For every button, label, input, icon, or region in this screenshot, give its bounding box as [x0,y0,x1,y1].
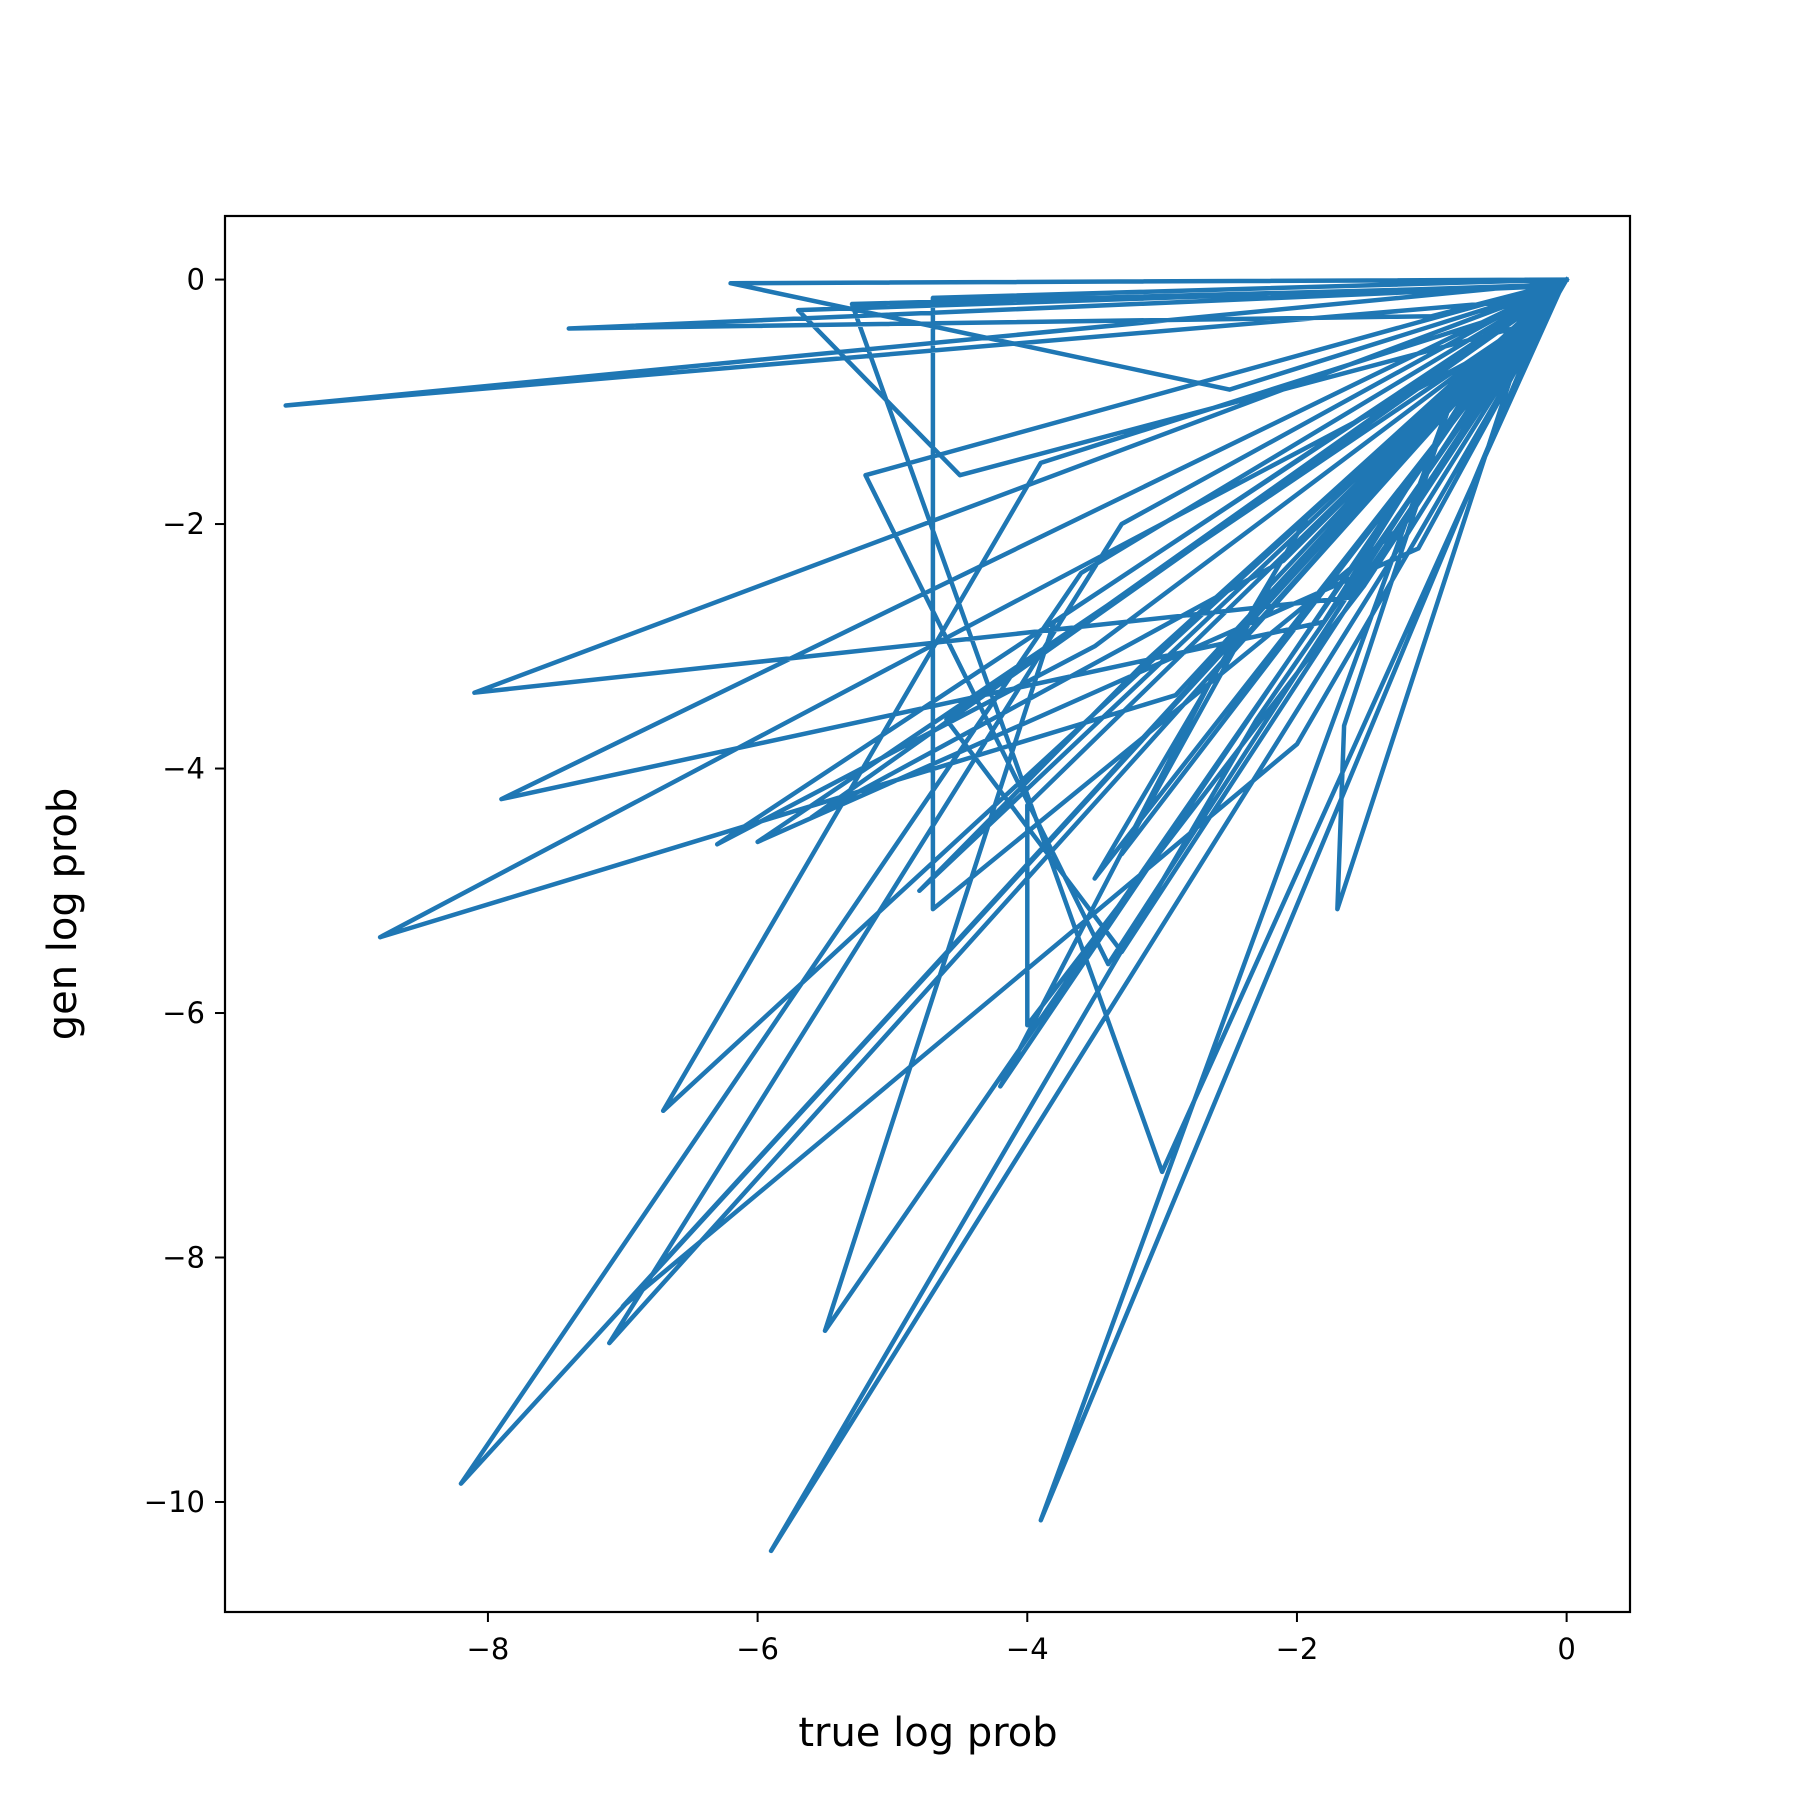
series-line-1 [283,276,1570,1554]
plot-frame [223,214,1632,1614]
y-tick-label: −6 [162,996,205,1030]
y-tick-label: −8 [162,1240,205,1274]
series-layer [283,276,1570,1554]
x-tick-label: 0 [1557,1632,1575,1666]
x-tick-label: −2 [1276,1632,1319,1666]
x-tick-label: −6 [736,1632,779,1666]
y-tick-label: −10 [144,1485,205,1519]
y-tick-label: −4 [162,752,205,786]
y-axis-label: gen log prob [40,788,86,1041]
x-axis-label: true log prob [798,1710,1057,1756]
x-tick-label: −4 [1006,1632,1049,1666]
y-tick-label: 0 [187,263,205,297]
y-tick-label: −2 [162,507,205,541]
ticks-layer: −8 −6 −4 −2 0 0 −2 −4 −6 −8 −10 [144,263,1576,1666]
x-tick-label: −8 [467,1632,510,1666]
